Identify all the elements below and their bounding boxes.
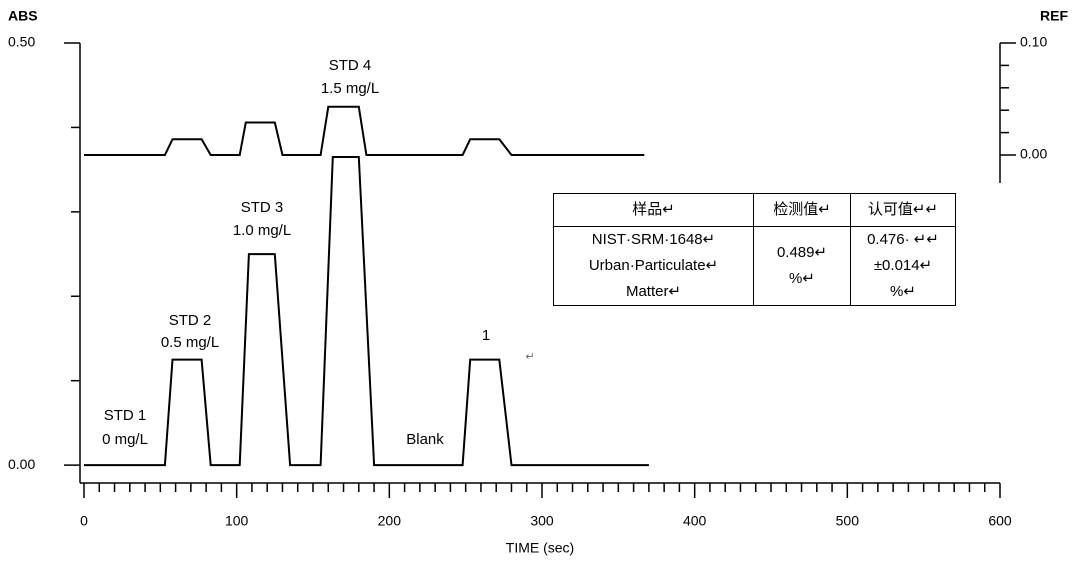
- header-cell: 认可值↵↵: [850, 193, 956, 227]
- annotation: ↵: [525, 351, 534, 363]
- table-cell: 0.476· ↵↵ ±0.014↵ %↵: [850, 226, 956, 306]
- cell-line: %↵: [890, 283, 916, 300]
- annotation: Blank: [406, 431, 444, 448]
- table-cell: 0.489↵ %↵: [753, 226, 851, 306]
- cell-line: ±0.014↵: [873, 257, 933, 274]
- cell-line: NIST·SRM·1648↵: [591, 231, 716, 248]
- cell-line: Matter↵: [625, 283, 682, 300]
- x-tick-label: 300: [530, 513, 554, 529]
- header-cell: 检测值↵: [753, 193, 851, 227]
- x-tick-label: 400: [683, 513, 707, 529]
- result-table: 样品↵ 检测值↵ 认可值↵↵ NIST·SRM·1648↵ Urban·Particul…: [553, 193, 956, 306]
- annotation: 1: [482, 327, 490, 344]
- x-axis-label: TIME (sec): [506, 540, 574, 556]
- annotation: 1.5 mg/L: [321, 80, 379, 97]
- header-cell: 样品↵: [553, 193, 754, 227]
- cell-line: 0.476· ↵↵: [867, 231, 939, 248]
- y-tick-label: 0.50: [8, 34, 35, 50]
- y2-tick-label: 0.00: [1020, 146, 1047, 162]
- cell-line: %↵: [789, 270, 815, 287]
- table-header-row: 样品↵ 检测值↵ 认可值↵↵: [553, 193, 956, 227]
- table-row: NIST·SRM·1648↵ Urban·Particulate↵ Matter↵ 0…: [553, 226, 956, 306]
- table-cell: NIST·SRM·1648↵ Urban·Particulate↵ Matter↵: [553, 226, 754, 306]
- y2-tick-label: 0.10: [1020, 34, 1047, 50]
- x-tick-label: 100: [225, 513, 249, 529]
- y-axis-label: ABS: [8, 8, 38, 24]
- annotation: 1.0 mg/L: [233, 222, 291, 239]
- y-tick-label: 0.00: [8, 456, 35, 472]
- x-tick-label: 0: [80, 513, 88, 529]
- x-tick-label: 600: [988, 513, 1012, 529]
- data-line: [84, 156, 649, 467]
- annotation: 0 mg/L: [102, 431, 148, 448]
- annotation: STD 1: [104, 407, 147, 424]
- annotation: STD 2: [169, 312, 212, 329]
- annotation: STD 3: [241, 199, 284, 216]
- annotation: STD 4: [329, 57, 372, 74]
- cell-line: 0.489↵: [776, 244, 828, 261]
- x-tick-label: 200: [378, 513, 402, 529]
- y2-axis-label: REF: [1040, 8, 1068, 24]
- annotation: 0.5 mg/L: [161, 334, 219, 351]
- x-tick-label: 500: [836, 513, 860, 529]
- cell-line: Urban·Particulate↵: [588, 257, 719, 274]
- data-line: [84, 105, 645, 156]
